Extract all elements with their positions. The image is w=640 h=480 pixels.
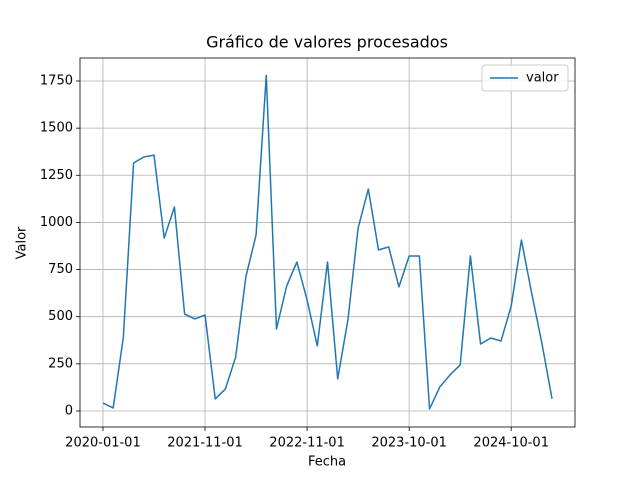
line	[102, 74, 553, 410]
x-tick-label: 2024-10-01	[473, 436, 549, 451]
chart-title: Gráfico de valores procesados	[206, 33, 448, 52]
y-tick-label: 750	[48, 262, 73, 277]
y-tick-label: 1000	[40, 215, 73, 230]
x-tick-label: 2020-01-01	[65, 436, 141, 451]
x-tick-label: 2022-11-01	[269, 436, 345, 451]
legend-box	[481, 64, 569, 92]
x-tick-label: 2023-10-01	[371, 436, 447, 451]
plot-frame	[79, 57, 576, 428]
y-tick-label: 500	[48, 309, 73, 324]
x-axis-label: Fecha	[308, 455, 346, 470]
x-tick-label: 2021-11-01	[167, 436, 243, 451]
legend-label: valor	[526, 71, 559, 86]
y-tick-label: 1500	[40, 121, 73, 136]
y-axis-label: Valor	[15, 226, 30, 259]
y-tick-label: 1750	[40, 74, 73, 89]
y-tick-label: 1250	[40, 168, 73, 183]
y-tick-label: 0	[65, 403, 73, 418]
y-tick-label: 250	[48, 356, 73, 371]
